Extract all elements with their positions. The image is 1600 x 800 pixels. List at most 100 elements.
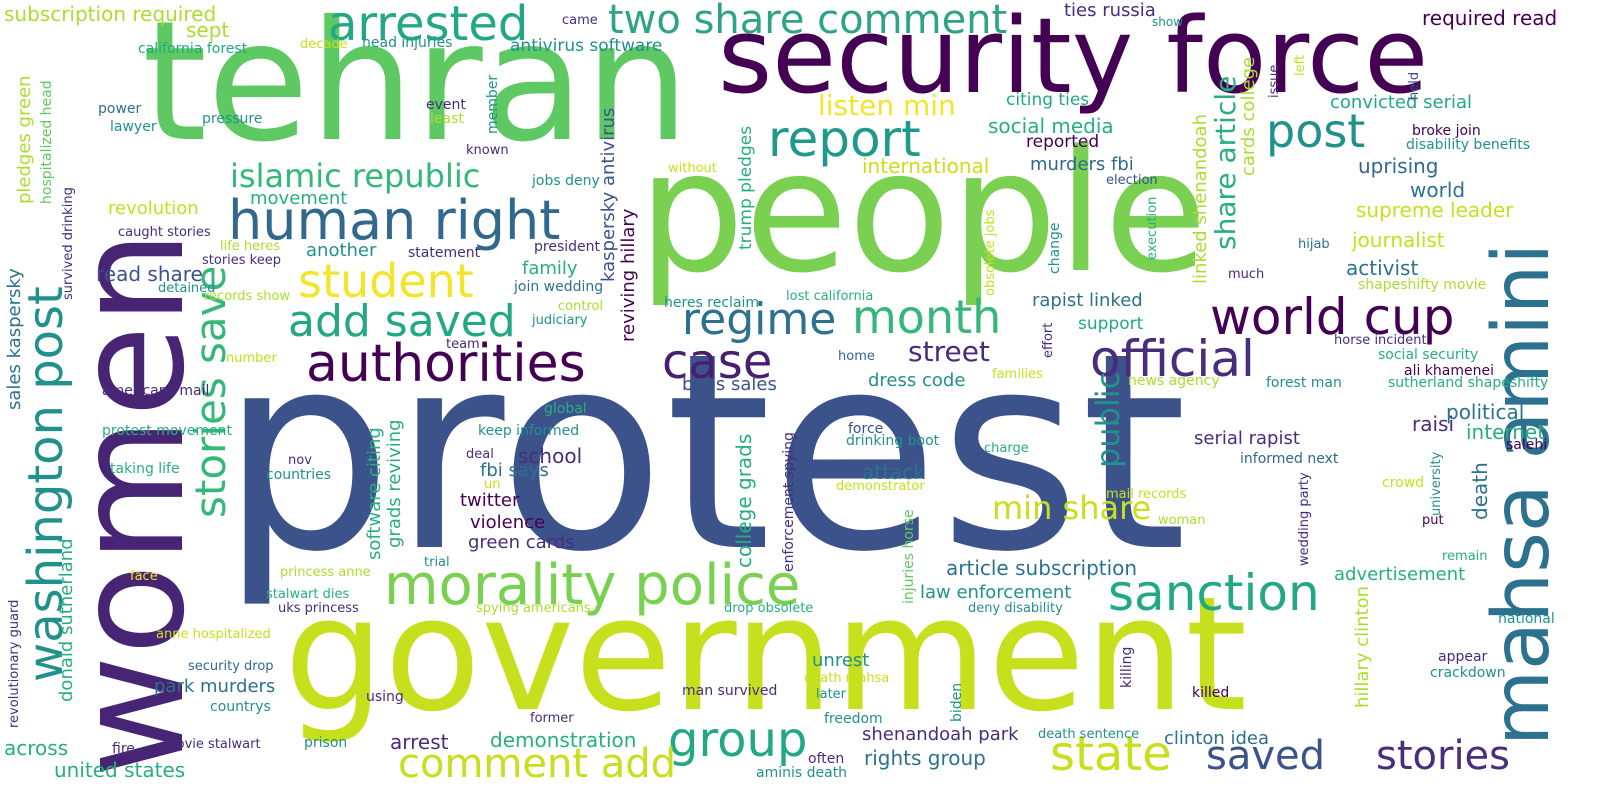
cloud-word-control: control (558, 299, 604, 314)
cloud-word-informed-next: informed next (1240, 451, 1339, 467)
cloud-word-family: family (522, 258, 578, 279)
cloud-word-journalist: journalist (1352, 228, 1445, 252)
cloud-word-min-share: min share (992, 489, 1152, 527)
cloud-word-supreme-leader: supreme leader (1356, 198, 1514, 222)
cloud-word-serial-rapist: serial rapist (1194, 428, 1300, 449)
cloud-word-using: using (366, 689, 404, 705)
cloud-word-former: former (530, 711, 574, 726)
cloud-word-detained: detained (158, 281, 216, 296)
cloud-word-number: number (226, 351, 277, 366)
cloud-word-case: case (662, 334, 773, 390)
cloud-word-across: across (4, 736, 69, 760)
cloud-word-broke-join: broke join (1412, 123, 1481, 139)
cloud-word-attack: attack (862, 460, 925, 484)
cloud-word-known: known (466, 143, 509, 158)
cloud-word-tehran: tehran (142, 0, 690, 179)
cloud-word-comment-add: comment add (398, 741, 677, 787)
cloud-word-hillary-clinton: hillary clinton (1352, 585, 1373, 708)
cloud-word-park-murders: park murders (154, 676, 276, 697)
cloud-word-team: team (446, 337, 480, 352)
cloud-word-people: people (638, 114, 1208, 310)
cloud-word-world-cup: world cup (1210, 288, 1455, 346)
cloud-word-deal: deal (466, 447, 494, 462)
cloud-word-revolution: revolution (108, 198, 199, 219)
cloud-word-families: families (992, 367, 1043, 382)
cloud-word-united-states: united states (54, 758, 186, 782)
cloud-word-add-saved: add saved (288, 296, 516, 347)
cloud-word-effort: effort (1041, 322, 1056, 358)
cloud-word-antivirus-software: antivirus software (510, 36, 663, 56)
cloud-word-sanction: sanction (1108, 564, 1320, 622)
cloud-word-crackdown: crackdown (1430, 665, 1506, 681)
cloud-word-listen-min: listen min (818, 89, 956, 122)
cloud-word-mail-records: mail records (1106, 487, 1187, 502)
cloud-word-sales-kaspersky: sales kaspersky (4, 268, 25, 410)
cloud-word-disability-benefits: disability benefits (1406, 137, 1531, 153)
cloud-word-decade: decade (300, 37, 348, 52)
cloud-word-social-security: social security (1378, 347, 1479, 363)
cloud-word-came: came (562, 13, 598, 28)
cloud-word-hospitalized-head: hospitalized head (39, 80, 55, 204)
cloud-word-drop-obsolete: drop obsolete (724, 601, 814, 616)
cloud-word-president: president (534, 239, 600, 255)
cloud-word-appear: appear (1438, 649, 1488, 665)
cloud-word-pledges-green: pledges green (14, 75, 35, 204)
cloud-word-saved: saved (1206, 733, 1326, 779)
cloud-word-killed: killed (1192, 685, 1230, 701)
cloud-word-power: power (98, 101, 142, 117)
cloud-word-convicted-serial: convicted serial (1330, 92, 1473, 113)
cloud-word-shenandoah-park: shenandoah park (862, 724, 1019, 745)
cloud-word-death: death (1468, 462, 1492, 520)
cloud-word-uks-princess: uks princess (278, 601, 359, 616)
cloud-word-global: global (544, 401, 587, 417)
cloud-word-much: much (1228, 267, 1265, 282)
cloud-word-unrest: unrest (812, 650, 870, 671)
cloud-word-jobs-deny: jobs deny (532, 173, 600, 189)
cloud-word-morality-police: morality police (384, 553, 801, 618)
cloud-word-college-grads: college grads (732, 433, 756, 568)
cloud-word-fbi-says: fbi says (480, 460, 549, 481)
cloud-word-trial: trial (424, 555, 450, 570)
cloud-word-human-right: human right (228, 189, 561, 252)
cloud-word-california-forest: california forest (138, 41, 248, 57)
cloud-word-grads-reviving: grads reviving (384, 419, 405, 548)
cloud-word-sutherland-shapeshifty: sutherland shapeshifty (1388, 375, 1549, 391)
cloud-word-raisi: raisi (1412, 412, 1455, 436)
cloud-word-left: left (1293, 54, 1308, 76)
cloud-word-without: without (668, 161, 717, 176)
cloud-word-lost-california: lost california (786, 289, 874, 304)
cloud-word-put: put (1422, 513, 1444, 528)
cloud-word-advertisement: advertisement (1334, 564, 1466, 585)
cloud-word-woman: woman (1158, 513, 1206, 528)
cloud-word-twitter: twitter (460, 490, 520, 511)
cloud-word-death-mahsa: death mahsa (804, 671, 890, 686)
cloud-word-social-media: social media (988, 114, 1114, 138)
cloud-word-donald-sutherland: donald sutherland (56, 538, 77, 702)
cloud-word-americans-mail: americans mail (102, 383, 210, 399)
cloud-word-salehi: salehi (1506, 437, 1548, 453)
cloud-word-public: public (1089, 371, 1127, 468)
cloud-word-deny-disability: deny disability (968, 601, 1063, 616)
cloud-word-subscription-required: subscription required (4, 2, 217, 26)
cloud-word-political: political (1446, 400, 1525, 424)
cloud-word-ali-khamenei: ali khamenei (1404, 363, 1494, 379)
cloud-word-trump-pledges: trump pledges (736, 125, 756, 250)
cloud-word-regime: regime (682, 294, 837, 345)
cloud-word-aminis-death: aminis death (756, 765, 848, 781)
cloud-word-taking-life: taking life (110, 461, 180, 477)
cloud-word-international: international (862, 154, 990, 178)
cloud-word-month: month (852, 290, 1002, 344)
cloud-word-election: election (1106, 173, 1158, 188)
cloud-word-pressure: pressure (202, 111, 263, 127)
cloud-word-islamic-republic: islamic republic (230, 157, 481, 195)
cloud-word-rapist-linked: rapist linked (1032, 290, 1143, 311)
cloud-word-authorities: authorities (306, 334, 586, 394)
cloud-word-reported: reported (1026, 132, 1100, 152)
cloud-word-protest: protest (220, 296, 1188, 612)
cloud-word-least: least (430, 111, 464, 127)
cloud-word-world: world (1410, 178, 1466, 202)
cloud-word-two-share-comment: two share comment (608, 0, 1008, 43)
cloud-word-wedding-party: wedding party (1297, 472, 1312, 566)
cloud-word-stories: stories (1376, 733, 1511, 779)
